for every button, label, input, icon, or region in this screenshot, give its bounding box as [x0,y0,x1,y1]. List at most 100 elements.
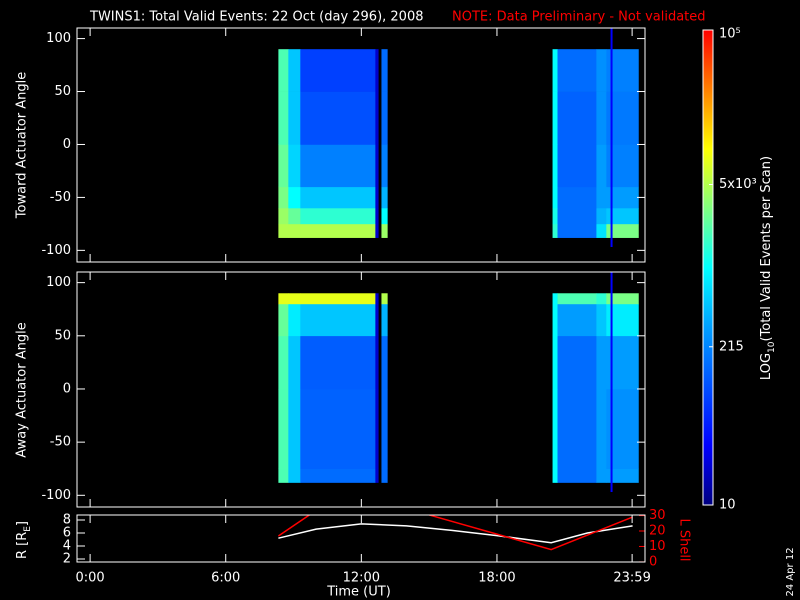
heatmap-cell [552,186,558,209]
chart-title: TWINS1: Total Valid Events: 22 Oct (day … [89,10,424,25]
heatmap-cell [606,223,639,238]
heatmap-cell [557,388,597,470]
heatmap-cell [300,208,376,225]
x-tick-label: 18:00 [478,571,515,586]
heatmap-cell [606,208,639,225]
heatmap-cell [300,91,376,145]
y-tick-label: 2 [63,552,71,567]
heatmap-cell [557,144,597,188]
heatmap-cell [288,335,301,390]
y2-tick-label: 20 [649,524,666,539]
heatmap-cell [381,91,388,145]
y2-tick-label: 0 [649,554,657,569]
heatmap-cell [381,468,388,483]
colorbar-tick-label: 10 [719,498,736,513]
x-tick-label: 23:59 [613,571,650,586]
heatmap-cell [557,208,597,225]
heatmap-cell [552,303,558,337]
y2-axis-label: L Shell [677,518,692,561]
label-part: E [23,526,33,532]
y2-tick-label: 10 [649,539,666,554]
x-axis-label: Time (UT) [326,585,391,600]
heatmap-cell [552,468,558,483]
heatmap-cell [557,223,597,238]
heatmap-cell [278,303,289,337]
y-axis-label: R [RE] [15,521,33,559]
heatmap-cell [278,186,289,209]
heatmap-cell [381,49,388,92]
y2-tick-label: 30 [649,508,666,523]
x-tick-label: 12:00 [343,571,380,586]
y-tick-label: 100 [46,275,71,290]
colorbar-label: LOG10(Total Valid Events per Scan) [759,156,777,380]
heatmap-cell [300,144,376,188]
heatmap-cell [381,223,388,238]
series-line [277,515,633,551]
heatmap-cell [596,91,607,145]
heatmap-cell [557,335,597,390]
y-tick-label: 50 [54,328,71,343]
date-stamp: 24 Apr 12 [785,547,796,596]
colorbar-tick-label: 5x10³ [719,177,757,192]
heatmap-cell [288,208,301,225]
heatmap-cell [552,208,558,225]
heatmap-cell [557,468,597,483]
heatmap-cell [606,468,639,483]
heatmap-cell [300,335,376,390]
heatmap-cell [300,468,376,483]
chart-note: NOTE: Data Preliminary - Not validated [452,10,706,25]
heatmap-cell [375,208,379,225]
colorbar-tick-label: 10⁵ [719,27,741,42]
heatmap-cell [375,388,379,470]
y-tick-label: -50 [50,190,71,205]
heatmap-cell [375,223,379,238]
heatmap-cell [278,468,289,483]
heatmap-cell [596,468,607,483]
y-tick-label: -100 [41,488,71,503]
heatmap-cell [596,303,607,337]
heatmap-cell [375,303,379,337]
heatmap-cell [381,388,388,470]
y-tick-label: 100 [46,31,71,46]
heatmap-cell [288,468,301,483]
heatmap-cell [375,293,379,305]
heatmap-cell [596,186,607,209]
heatmap-cell [552,335,558,390]
heatmap-cell [300,388,376,470]
heatmap-cell [375,144,379,188]
heatmap-cell [278,223,289,238]
heatmap-cell [606,186,639,209]
heatmap-cell [278,335,289,390]
x-tick-label: 6:00 [211,571,240,586]
heatmap-cell [288,144,301,188]
x-tick-label: 0:00 [76,571,105,586]
heatmap-cell [552,223,558,238]
heatmap-cell [300,186,376,209]
heatmap-cell [288,186,301,209]
heatmap-cell [375,335,379,390]
y-tick-label: 0 [63,381,71,396]
label-part: LOG [759,353,774,380]
heatmap-cell [557,49,597,92]
heatmap-cell [278,388,289,470]
y-tick-label: -50 [50,435,71,450]
heatmap-cell [278,49,289,92]
heatmap-cell [596,208,607,225]
heatmap-cell [278,208,289,225]
heatmap-cell [381,186,388,209]
y-tick-label: 6 [63,526,71,541]
heatmap-cell [552,91,558,145]
heatmap-cell [300,223,376,238]
series-line [278,523,633,544]
heatmap-cell [552,49,558,92]
colorbar [702,29,714,506]
heatmap-cell [606,293,639,305]
heatmap-cell [288,49,301,92]
heatmap-cell [552,144,558,188]
heatmap-cell [557,293,597,305]
heatmap-cell [300,303,376,337]
heatmap-cell [300,49,376,92]
colorbar-tick-label: 215 [719,339,744,354]
heatmap-cell [596,49,607,92]
